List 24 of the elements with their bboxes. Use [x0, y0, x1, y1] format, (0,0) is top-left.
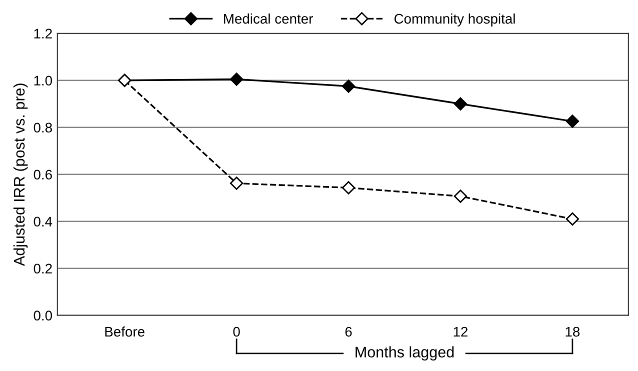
legend-label: Medical center: [224, 14, 313, 24]
y-tick-label: 1.2: [34, 28, 52, 38]
point: [454, 97, 468, 110]
point: [454, 190, 468, 203]
point: [566, 212, 580, 226]
y-tick-label: 0.0: [34, 310, 52, 321]
y-tick-label: 0.2: [34, 264, 52, 274]
y-tick-label: 0.4: [34, 216, 52, 227]
x-tick-label: 18: [566, 326, 580, 337]
point: [230, 176, 244, 190]
legend-label: Community hospital: [394, 14, 515, 26]
point: [566, 114, 580, 128]
y-axis-title: Adjusted IRR (post vs. pre): [13, 84, 28, 266]
y-tick-label: 0.8: [34, 122, 52, 133]
x-tick-label: 12: [454, 326, 468, 337]
point: [342, 80, 356, 93]
y-tick-label: 1.0: [34, 76, 52, 86]
x-tick-label: 0: [233, 326, 240, 337]
x-axis-title: Months lagged: [356, 346, 454, 361]
x-tick-label: Before: [105, 326, 144, 337]
x-tick-label: 6: [345, 326, 352, 337]
y-tick-label: 0.6: [34, 170, 52, 180]
point: [230, 72, 244, 86]
point: [342, 181, 356, 194]
